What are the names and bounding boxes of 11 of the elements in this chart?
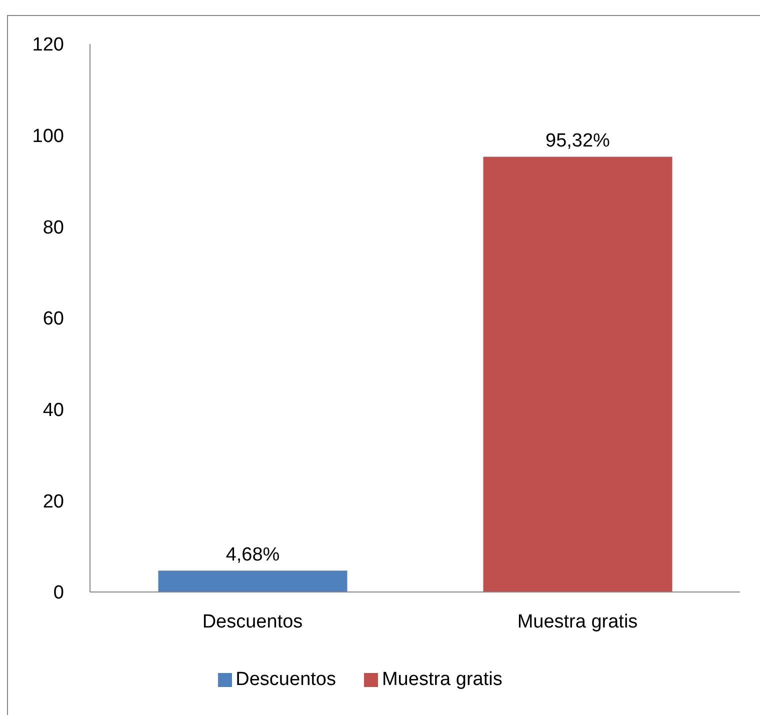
legend-label: Descuentos [236,669,336,690]
legend-label: Muestra gratis [382,669,502,690]
y-tick-label: 100 [32,126,64,148]
y-tick-label: 60 [42,308,64,330]
y-tick-label: 0 [53,582,64,604]
y-tick-label: 120 [32,34,64,56]
data-label: 4,68% [226,544,280,566]
y-tick-label: 20 [42,491,64,512]
y-tick-label: 40 [42,400,64,422]
data-label: 95,32% [546,130,610,152]
y-tick-label: 80 [42,217,64,238]
